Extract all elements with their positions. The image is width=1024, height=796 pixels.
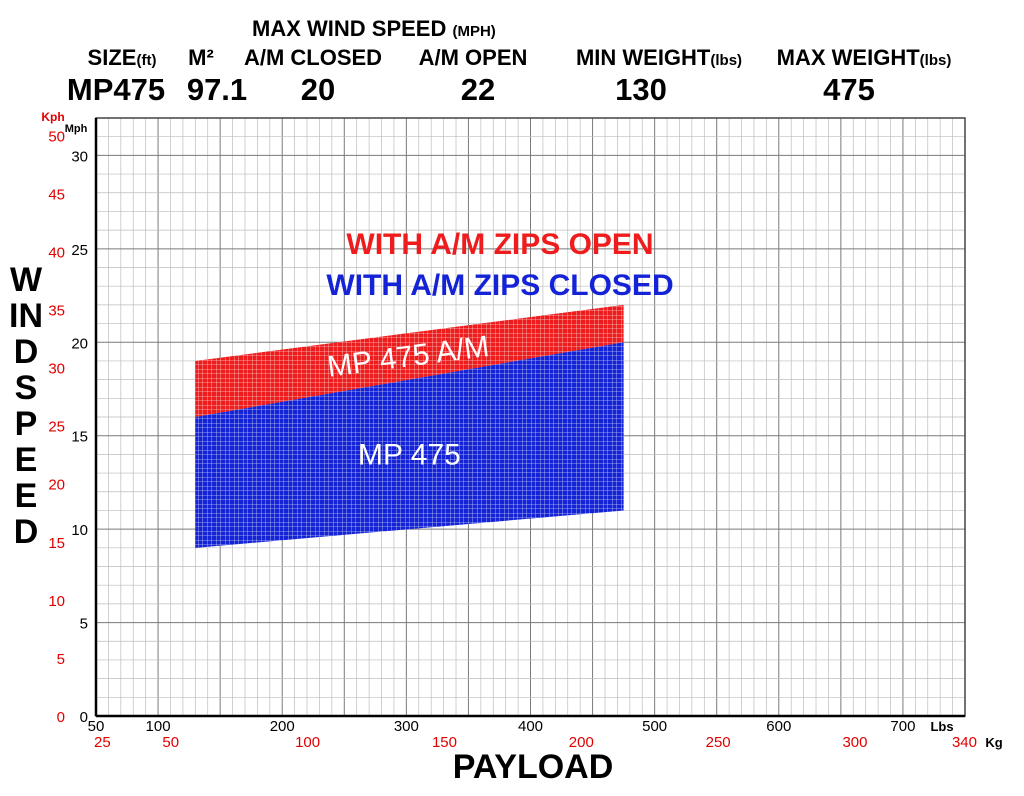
size-heading: SIZE(ft): [88, 45, 157, 71]
max-wind-speed-heading: MAX WIND SPEED (MPH): [252, 16, 496, 42]
y2-tick-label: 35: [48, 302, 65, 319]
am-closed-label: A/M CLOSED: [243, 45, 383, 70]
y2-tick-label: 25: [48, 419, 65, 436]
y2-unit-label: Kph: [41, 110, 64, 124]
band-am-open-texture: [195, 304, 624, 417]
size-label: SIZE: [87, 45, 137, 70]
max-weight-value: 475: [823, 72, 875, 107]
max-wind-speed-unit: (MPH): [452, 23, 496, 40]
x-unit-label: Lbs: [930, 719, 953, 734]
y2-tick-label: 0: [57, 709, 65, 726]
max-weight-label: MAX WEIGHT: [776, 45, 920, 70]
y-tick-label: 5: [80, 616, 88, 633]
y2-tick-label: 5: [57, 651, 65, 668]
max-weight-heading: MAX WEIGHT(lbs): [777, 45, 952, 71]
max-weight-unit: (lbs): [919, 52, 952, 69]
y2-tick-label: 15: [48, 535, 65, 552]
y-tick-label: 20: [71, 335, 88, 352]
max-wind-speed-label: MAX WIND SPEED: [252, 16, 447, 41]
x2-tick-label: 100: [295, 734, 320, 751]
y-tick-label: 25: [71, 242, 88, 259]
min-weight-value: 130: [615, 72, 667, 107]
min-weight-heading: MIN WEIGHT(lbs): [576, 45, 742, 71]
legend-open: WITH A/M ZIPS OPEN: [346, 228, 653, 261]
band-am-closed-texture: [195, 342, 624, 548]
x-tick-label: 700: [890, 718, 915, 735]
series-label: MP 475: [358, 438, 461, 471]
y2-tick-label: 30: [48, 361, 65, 378]
x-tick-label: 100: [146, 718, 171, 735]
x-tick-label: 600: [766, 718, 791, 735]
am-open-label: A/M OPEN: [418, 45, 528, 70]
x-tick-label: 500: [642, 718, 667, 735]
y-tick-label: 30: [71, 148, 88, 165]
x-tick-label: 400: [518, 718, 543, 735]
x2-tick-label: 250: [706, 734, 731, 751]
x-tick-label: 300: [394, 718, 419, 735]
x2-tick-label: 50: [162, 734, 179, 751]
legend-closed: WITH A/M ZIPS CLOSED: [326, 269, 673, 302]
y2-tick-label: 10: [48, 593, 65, 610]
y2-tick-label: 20: [48, 477, 65, 494]
x2-unit-label: Kg: [985, 735, 1002, 750]
grid-lines: [96, 118, 965, 716]
y2-tick-label: 40: [48, 244, 65, 261]
am-closed-value: 20: [300, 72, 336, 107]
y-tick-label: 0: [80, 709, 88, 726]
size-value: MP475: [66, 72, 166, 107]
x-tick-label: 50: [88, 718, 105, 735]
x2-tick-label: 150: [432, 734, 457, 751]
x-axis-title: PAYLOAD: [452, 748, 614, 786]
m2-label: M²: [188, 45, 214, 70]
m2-value: 97.1: [186, 72, 248, 107]
y2-tick-label: 45: [48, 186, 65, 203]
y-tick-label: 10: [71, 522, 88, 539]
x2-tick-label: 25: [94, 734, 111, 751]
min-weight-unit: (lbs): [710, 52, 743, 69]
y2-tick-label: 50: [48, 128, 65, 145]
size-unit: (ft): [136, 52, 157, 69]
am-open-value: 22: [460, 72, 496, 107]
y-tick-label: 15: [71, 429, 88, 446]
x2-tick-label: 340: [952, 734, 977, 751]
y-axis-title: WIND SPEED: [9, 261, 43, 551]
x2-tick-label: 300: [842, 734, 867, 751]
x-tick-label: 200: [270, 718, 295, 735]
min-weight-label: MIN WEIGHT: [575, 45, 711, 70]
x2-tick-label: 200: [569, 734, 594, 751]
y-unit-label: Mph: [65, 123, 88, 135]
